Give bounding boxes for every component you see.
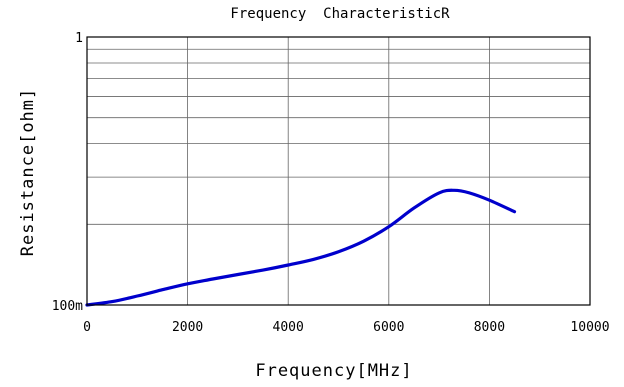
y-axis: 100m 1 bbox=[52, 31, 83, 314]
chart-title: Frequency CharacteristicR bbox=[230, 6, 450, 22]
y-tick-label: 1 bbox=[75, 31, 83, 46]
y-axis-label: Resistance[ohm] bbox=[18, 88, 38, 257]
grid bbox=[87, 37, 590, 305]
series-line bbox=[85, 188, 517, 307]
x-axis-label: Frequency[MHz] bbox=[255, 361, 412, 381]
x-tick-label: 8000 bbox=[474, 320, 505, 335]
y-tick-label: 100m bbox=[52, 299, 83, 314]
x-axis: 0 2000 4000 6000 8000 10000 bbox=[83, 320, 609, 335]
series-layer bbox=[85, 188, 517, 307]
plot-frame bbox=[86, 36, 591, 306]
x-tick-label: 6000 bbox=[373, 320, 404, 335]
x-tick-label: 10000 bbox=[570, 320, 609, 335]
x-tick-label: 4000 bbox=[273, 320, 304, 335]
x-tick-label: 2000 bbox=[172, 320, 203, 335]
x-tick-label: 0 bbox=[83, 320, 91, 335]
